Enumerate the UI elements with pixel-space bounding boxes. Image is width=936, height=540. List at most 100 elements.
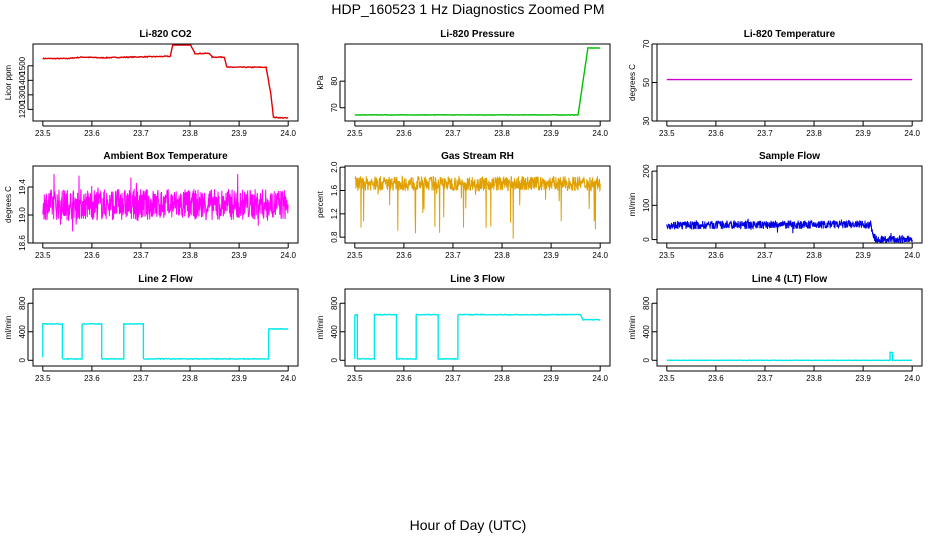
panel-8: Line 3 Flow 23.5 23.6 23.7 23.8 23.9 24.0 0 400 8… [316, 274, 611, 383]
y-tick-label: 800 [18, 296, 27, 310]
x-tick-label: 23.6 [84, 374, 100, 383]
series-line [666, 351, 913, 362]
series-line [42, 173, 289, 232]
x-tick-label: 23.6 [84, 129, 100, 138]
plot-frame [32, 165, 299, 244]
x-tick-label: 23.6 [396, 129, 412, 138]
series-line [42, 322, 289, 361]
plot-frame [344, 288, 611, 367]
panel-9: Line 4 (LT) Flow 23.5 23.6 23.7 23.8 23.9 24.0… [628, 274, 923, 383]
x-tick-label: 23.6 [84, 251, 100, 260]
x-tick-label: 23.7 [445, 129, 461, 138]
y-tick-label: 18.6 [18, 235, 27, 251]
y-axis-label: degrees C [628, 64, 637, 101]
y-tick-label: 70 [642, 39, 651, 48]
x-tick-label: 23.8 [806, 129, 822, 138]
x-tick-label: 23.6 [708, 251, 724, 260]
x-tick-label: 23.7 [133, 374, 149, 383]
x-tick-label: 23.5 [35, 374, 51, 383]
x-tick-label: 23.8 [806, 374, 822, 383]
y-tick-label: 1200 [18, 100, 27, 118]
x-tick-label: 23.8 [182, 129, 198, 138]
x-tick-label: 23.9 [543, 251, 559, 260]
x-tick-label: 23.6 [708, 129, 724, 138]
panel-title: Ambient Box Temperature [103, 151, 228, 162]
y-tick-label: 1.2 [330, 208, 339, 220]
x-tick-label: 24.0 [904, 129, 920, 138]
x-tick-label: 23.8 [182, 251, 198, 260]
plot-frame [344, 165, 611, 244]
x-tick-label: 23.9 [543, 129, 559, 138]
plot-frame [32, 288, 299, 367]
y-tick-label: 50 [642, 78, 651, 87]
y-tick-label: 80 [330, 76, 339, 85]
y-tick-label: 19.0 [18, 207, 27, 223]
y-axis-label: ml/min [628, 193, 637, 217]
x-tick-label: 24.0 [280, 129, 296, 138]
x-tick-label: 24.0 [904, 251, 920, 260]
y-axis-label: Licor ppm [4, 65, 13, 100]
x-tick-label: 23.5 [35, 129, 51, 138]
y-tick-label: 100 [642, 198, 651, 212]
panel-title: Li-820 Temperature [744, 29, 836, 40]
x-tick-label: 23.8 [494, 251, 510, 260]
panel-6: Sample Flow 23.5 23.6 23.7 23.8 23.9 24.0 0 100 2… [628, 151, 923, 260]
series-line [666, 218, 913, 244]
y-tick-label: 0.8 [330, 231, 339, 243]
panel-2: Li-820 Pressure 23.5 23.6 23.7 23.8 23.9 24.0 7… [316, 29, 611, 138]
y-tick-label: 200 [642, 164, 651, 178]
x-tick-label: 24.0 [280, 251, 296, 260]
y-tick-label: 1.6 [330, 184, 339, 196]
y-axis-label: ml/min [4, 316, 13, 340]
x-tick-label: 23.6 [396, 374, 412, 383]
y-tick-label: 70 [330, 103, 339, 112]
panel-title: Sample Flow [759, 151, 820, 162]
panel-title: Line 4 (LT) Flow [752, 274, 828, 285]
panel-4: Ambient Box Temperature 23.5 23.6 23.7 23.8 2… [4, 151, 299, 260]
x-tick-label: 23.5 [659, 129, 675, 138]
y-axis-label: ml/min [316, 316, 325, 340]
y-tick-label: 19.4 [18, 179, 27, 195]
y-tick-label: 0 [642, 358, 651, 363]
y-axis-label: percent [316, 190, 325, 217]
panel-7: Line 2 Flow 23.5 23.6 23.7 23.8 23.9 24.0 0 400 8… [4, 274, 299, 383]
x-tick-label: 23.5 [347, 251, 363, 260]
panel-title: Gas Stream RH [441, 151, 514, 162]
y-tick-label: 800 [330, 296, 339, 310]
plot-frame [656, 288, 923, 367]
x-tick-label: 23.9 [231, 251, 247, 260]
y-tick-label: 800 [642, 296, 651, 310]
y-axis-label: ml/min [628, 316, 637, 340]
x-tick-label: 23.7 [445, 374, 461, 383]
y-tick-label: 2.0 [330, 161, 339, 173]
y-tick-label: 400 [18, 325, 27, 339]
x-tick-label: 23.8 [494, 129, 510, 138]
x-tick-label: 23.6 [708, 374, 724, 383]
y-tick-label: 400 [330, 325, 339, 339]
panel-title: Li-820 Pressure [440, 29, 515, 40]
panel-title: Line 2 Flow [138, 274, 193, 285]
series-line [42, 44, 289, 120]
panel-5: Gas Stream RH 23.5 23.6 23.7 23.8 23.9 24.0 0.8… [316, 151, 611, 260]
panel-1: Li-820 CO2 23.5 23.6 23.7 23.8 23.9 24.0 120013… [4, 29, 299, 138]
x-tick-label: 23.9 [543, 374, 559, 383]
y-tick-label: 400 [642, 325, 651, 339]
panel-title: Li-820 CO2 [139, 29, 192, 40]
x-tick-label: 23.5 [659, 374, 675, 383]
panel-title: Line 3 Flow [450, 274, 505, 285]
x-tick-label: 23.9 [855, 129, 871, 138]
x-tick-label: 23.7 [133, 129, 149, 138]
x-tick-label: 23.9 [855, 374, 871, 383]
y-tick-label: 0 [330, 358, 339, 363]
x-tick-label: 24.0 [592, 251, 608, 260]
x-tick-label: 24.0 [280, 374, 296, 383]
plot-frame [344, 43, 611, 122]
x-tick-label: 23.8 [494, 374, 510, 383]
x-tick-label: 23.8 [182, 374, 198, 383]
x-tick-label: 23.9 [855, 251, 871, 260]
y-tick-label: 1300 [18, 85, 27, 103]
y-axis-label: degrees C [4, 186, 13, 223]
y-tick-label: 0 [18, 358, 27, 363]
y-tick-label: 1400 [18, 71, 27, 89]
